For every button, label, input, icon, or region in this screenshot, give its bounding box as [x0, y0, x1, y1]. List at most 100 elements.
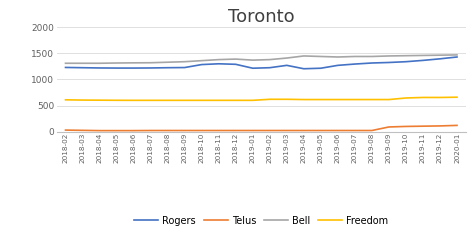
- Rogers: [165, 66, 171, 69]
- Rogers: [80, 66, 86, 69]
- Freedom: [199, 99, 205, 102]
- Telus: [216, 129, 221, 132]
- Freedom: [182, 99, 188, 102]
- Rogers: [233, 63, 238, 66]
- Rogers: [437, 57, 443, 60]
- Freedom: [403, 97, 409, 99]
- Bell: [454, 54, 460, 56]
- Title: Toronto: Toronto: [228, 8, 294, 26]
- Rogers: [267, 66, 273, 69]
- Bell: [216, 58, 221, 61]
- Freedom: [369, 98, 375, 101]
- Line: Freedom: Freedom: [66, 97, 457, 100]
- Bell: [284, 57, 290, 59]
- Bell: [437, 54, 443, 57]
- Bell: [80, 62, 86, 65]
- Bell: [199, 59, 205, 62]
- Line: Bell: Bell: [66, 55, 457, 63]
- Bell: [386, 54, 392, 57]
- Telus: [233, 129, 238, 132]
- Rogers: [352, 63, 358, 65]
- Bell: [165, 61, 171, 64]
- Telus: [182, 129, 188, 132]
- Bell: [182, 60, 188, 63]
- Freedom: [63, 99, 68, 101]
- Freedom: [267, 98, 273, 101]
- Telus: [80, 129, 86, 132]
- Freedom: [131, 99, 136, 102]
- Rogers: [182, 66, 188, 69]
- Telus: [318, 129, 323, 132]
- Telus: [114, 129, 119, 132]
- Bell: [335, 56, 341, 58]
- Line: Rogers: Rogers: [66, 57, 457, 69]
- Freedom: [250, 99, 256, 102]
- Telus: [97, 129, 103, 132]
- Rogers: [335, 64, 341, 67]
- Telus: [301, 129, 307, 132]
- Rogers: [216, 62, 221, 65]
- Rogers: [250, 67, 256, 70]
- Bell: [403, 54, 409, 57]
- Telus: [131, 129, 136, 132]
- Bell: [369, 55, 375, 58]
- Telus: [369, 129, 375, 132]
- Freedom: [318, 98, 323, 101]
- Bell: [233, 58, 238, 60]
- Telus: [454, 124, 460, 127]
- Telus: [63, 129, 68, 131]
- Freedom: [352, 98, 358, 101]
- Line: Telus: Telus: [66, 125, 457, 131]
- Rogers: [454, 56, 460, 58]
- Rogers: [318, 67, 323, 70]
- Telus: [199, 129, 205, 132]
- Telus: [267, 129, 273, 132]
- Freedom: [165, 99, 171, 102]
- Rogers: [284, 64, 290, 67]
- Freedom: [80, 99, 86, 101]
- Freedom: [301, 98, 307, 101]
- Freedom: [335, 98, 341, 101]
- Bell: [97, 62, 103, 65]
- Telus: [250, 129, 256, 132]
- Telus: [437, 125, 443, 127]
- Legend: Rogers, Telus, Bell, Freedom: Rogers, Telus, Bell, Freedom: [130, 212, 392, 227]
- Freedom: [437, 96, 443, 99]
- Telus: [352, 129, 358, 132]
- Rogers: [63, 66, 68, 69]
- Rogers: [97, 67, 103, 69]
- Rogers: [386, 61, 392, 64]
- Telus: [403, 125, 409, 128]
- Rogers: [369, 62, 375, 64]
- Freedom: [454, 96, 460, 99]
- Rogers: [114, 67, 119, 69]
- Rogers: [131, 67, 136, 69]
- Freedom: [97, 99, 103, 101]
- Bell: [267, 58, 273, 61]
- Freedom: [216, 99, 221, 102]
- Bell: [250, 59, 256, 62]
- Telus: [386, 126, 392, 128]
- Bell: [420, 54, 426, 57]
- Bell: [352, 55, 358, 58]
- Bell: [318, 55, 323, 58]
- Freedom: [284, 98, 290, 101]
- Rogers: [199, 63, 205, 66]
- Bell: [131, 62, 136, 64]
- Rogers: [403, 60, 409, 63]
- Rogers: [420, 59, 426, 62]
- Bell: [114, 62, 119, 64]
- Freedom: [114, 99, 119, 102]
- Freedom: [420, 96, 426, 99]
- Bell: [63, 62, 68, 65]
- Bell: [148, 61, 153, 64]
- Freedom: [148, 99, 153, 102]
- Telus: [148, 129, 153, 132]
- Rogers: [301, 67, 307, 70]
- Freedom: [233, 99, 238, 102]
- Telus: [284, 129, 290, 132]
- Bell: [301, 54, 307, 57]
- Freedom: [386, 98, 392, 101]
- Telus: [165, 129, 171, 132]
- Telus: [420, 125, 426, 128]
